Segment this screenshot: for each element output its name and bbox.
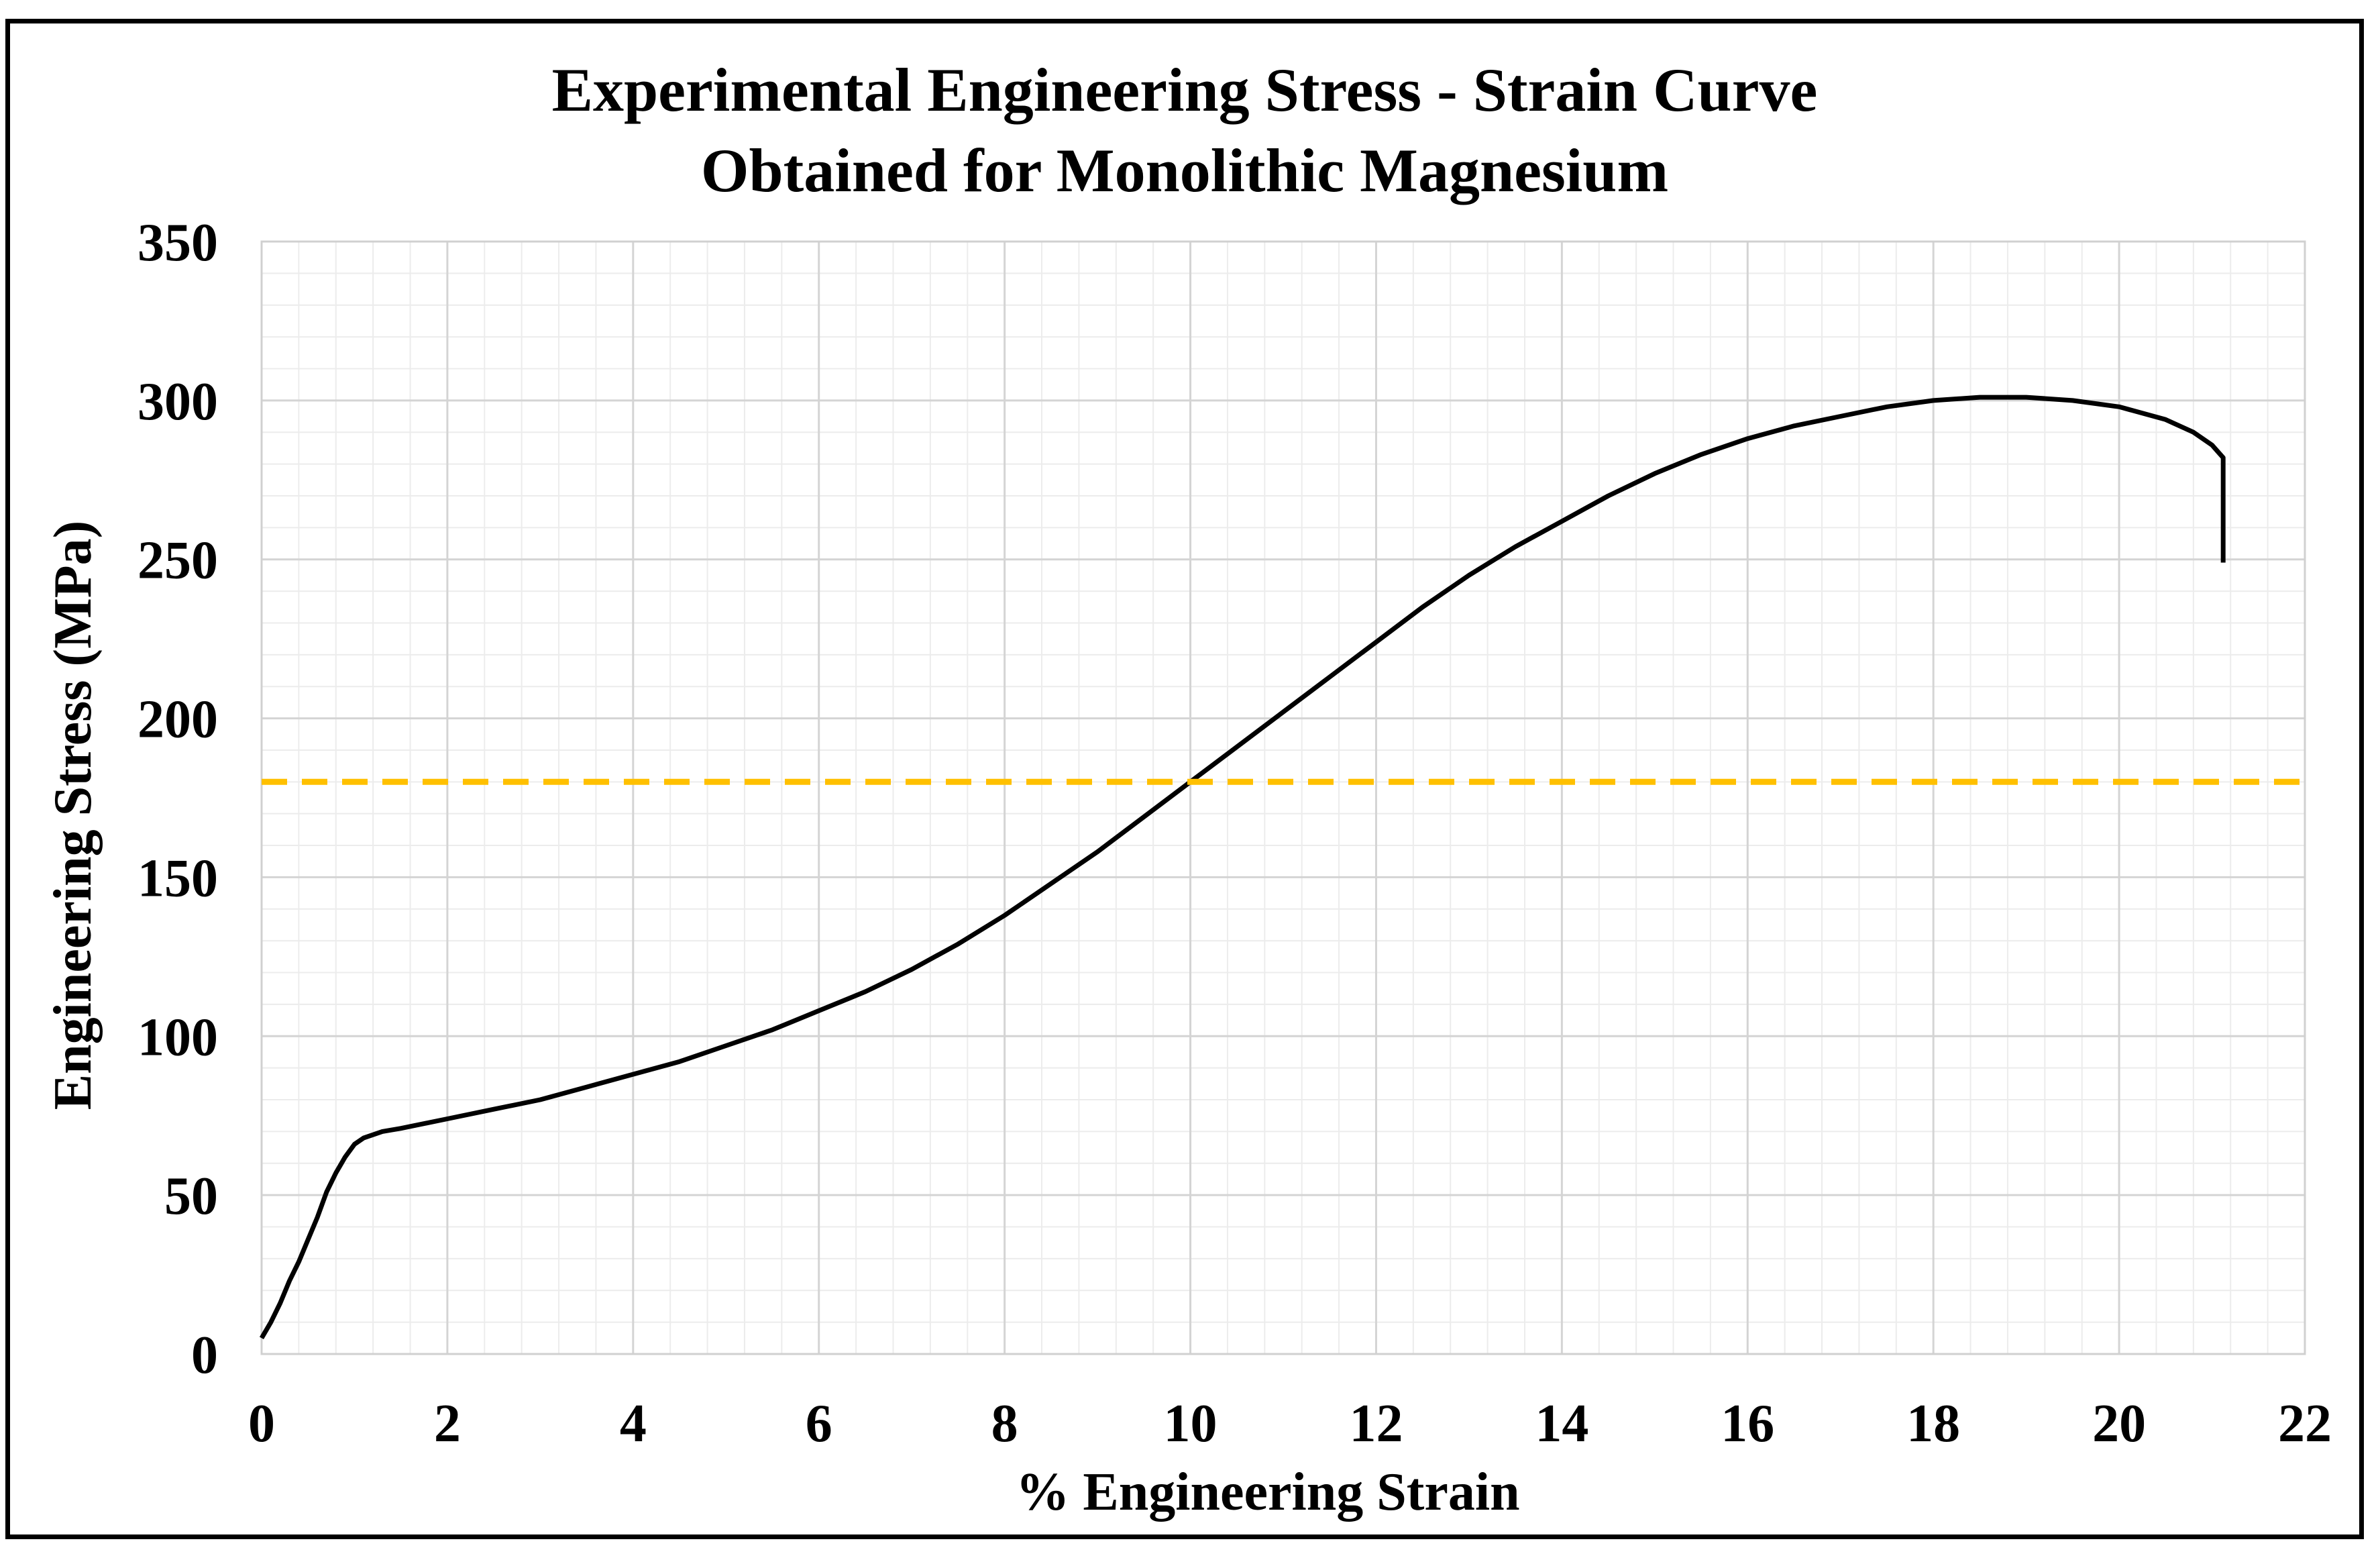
y-tick-label: 300 [138, 372, 218, 431]
y-tick-label: 0 [191, 1326, 218, 1385]
y-axis-title: Engineering Stress (MPa) [44, 521, 103, 1110]
y-axis-tick-labels: 0 50 100 150 200 250 300 350 [138, 213, 218, 1385]
stress-strain-chart: Experimental Engineering Stress - Strain… [44, 56, 2332, 1522]
x-tick-label: 12 [1349, 1394, 1403, 1453]
y-tick-label: 100 [138, 1008, 218, 1067]
x-tick-label: 8 [991, 1394, 1018, 1453]
x-axis-tick-labels: 0 2 4 6 8 10 12 14 16 18 20 22 [248, 1394, 2332, 1453]
stress-strain-series-line [259, 395, 2226, 1340]
x-tick-label: 10 [1164, 1394, 1218, 1453]
x-tick-label: 0 [248, 1394, 275, 1453]
chart-title-line-2: Obtained for Monolithic Magnesium [701, 136, 1668, 205]
major-gridlines [260, 240, 2306, 1355]
x-tick-label: 6 [806, 1394, 832, 1453]
y-tick-label: 200 [138, 690, 218, 749]
y-tick-label: 350 [138, 213, 218, 272]
series-layer [259, 395, 2305, 1340]
x-tick-label: 16 [1721, 1394, 1774, 1453]
x-tick-label: 18 [1906, 1394, 1960, 1453]
x-tick-label: 20 [2092, 1394, 2146, 1453]
chart-frame: Experimental Engineering Stress - Strain… [5, 19, 2364, 1539]
y-tick-label: 250 [138, 531, 218, 590]
minor-gridlines [261, 241, 2306, 1355]
x-axis-title: % Engineering Strain [1016, 1463, 1519, 1522]
y-tick-label: 50 [164, 1167, 218, 1226]
chart-title-line-1: Experimental Engineering Stress - Strain… [552, 56, 1818, 124]
y-tick-label: 150 [138, 849, 218, 908]
x-tick-label: 2 [434, 1394, 461, 1453]
x-tick-label: 14 [1535, 1394, 1588, 1453]
plot-area-border [260, 240, 2306, 1355]
x-tick-label: 22 [2278, 1394, 2332, 1453]
x-tick-label: 4 [620, 1394, 647, 1453]
